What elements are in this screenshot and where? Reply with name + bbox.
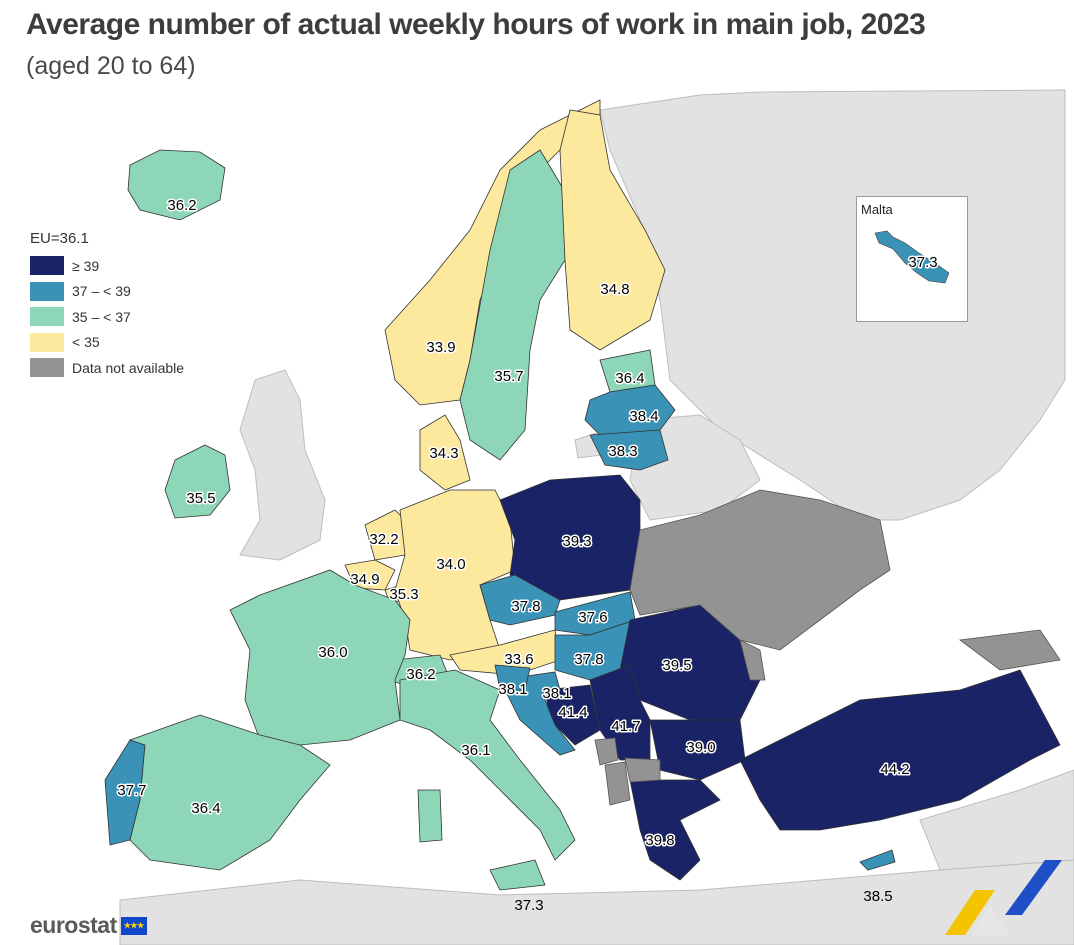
label-netherlands: 32.2: [369, 531, 398, 548]
label-cyprus: 38.5: [863, 888, 892, 905]
croatia-shape: [499, 671, 576, 756]
legend-swatch: [30, 256, 64, 276]
label-romania: 39.5: [662, 657, 691, 674]
label-serbia: 41.7: [611, 718, 640, 735]
legend-swatch: [30, 358, 64, 378]
legend-item: ≥ 39: [30, 253, 184, 279]
label-greece: 39.8: [645, 832, 674, 849]
malta-inset-title: Malta: [861, 202, 893, 217]
label-malta: 37.3: [908, 254, 937, 271]
greece-shape: [629, 779, 721, 881]
map-title: Average number of actual weekly hours of…: [26, 8, 926, 41]
italy-shape: [399, 669, 576, 861]
no-data-shapes: [594, 489, 1061, 806]
label-poland: 39.3: [562, 533, 591, 550]
map-subtitle: (aged 20 to 64): [26, 52, 196, 80]
eurostat-corner-mark: [945, 860, 1062, 935]
turkiye-shape: [739, 669, 1061, 831]
label-switzerland: 36.2: [406, 666, 435, 683]
label-sicily: 37.3: [514, 897, 543, 914]
cyprus-shape: [859, 849, 896, 871]
label-bulgaria: 39.0: [686, 739, 715, 756]
label-slovenia: 38.1: [498, 681, 527, 698]
ukraine-shape: [629, 489, 891, 651]
north-africa: [119, 859, 1074, 945]
map-legend: EU=36.1 ≥ 39 37 – < 39 35 – < 37 < 35 Da…: [30, 230, 184, 381]
legend-item: 35 – < 37: [30, 304, 184, 330]
ireland-shape: [164, 444, 231, 519]
legend-label: 37 – < 39: [72, 283, 131, 300]
label-norway: 33.9: [426, 339, 455, 356]
sardinia-shape: [417, 789, 443, 843]
legend-swatch: [30, 332, 64, 352]
legend-label: 35 – < 37: [72, 308, 131, 325]
slovenia-shape: [494, 664, 531, 691]
legend-item: < 35: [30, 330, 184, 356]
label-lithuania: 38.3: [608, 443, 637, 460]
legend-label: Data not available: [72, 359, 185, 376]
label-france: 36.0: [318, 644, 347, 661]
label-finland: 34.8: [600, 281, 629, 298]
eu-flag-icon: ★★★: [120, 916, 147, 935]
sweden-shape: [459, 149, 571, 461]
lithuania-shape: [589, 429, 669, 471]
eurostat-wordmark: eurostat: [30, 912, 117, 938]
great-britain: [239, 369, 326, 561]
label-hungary: 37.8: [574, 651, 603, 668]
label-turkiye: 44.2: [880, 761, 909, 778]
spain-shape: [128, 714, 331, 871]
label-sweden: 35.7: [494, 368, 523, 385]
label-estonia: 36.4: [615, 370, 644, 387]
label-bosnia: 41.4: [558, 704, 587, 721]
malta-shape: [874, 230, 950, 284]
legend-label: < 35: [72, 334, 100, 351]
serbia-shape: [589, 664, 651, 761]
label-czechia: 37.8: [511, 598, 540, 615]
label-spain: 36.4: [191, 800, 220, 817]
label-luxembourg: 35.3: [389, 586, 418, 603]
moldova-shape: [739, 639, 766, 681]
latvia-shape: [584, 384, 676, 436]
montenegro-shape: [594, 737, 619, 766]
label-belgium: 34.9: [350, 571, 379, 588]
label-slovakia: 37.6: [578, 609, 607, 626]
legend-title: EU=36.1: [30, 230, 89, 247]
germany-shape: [394, 489, 516, 661]
malta-inset: Malta 37.3: [856, 196, 968, 322]
label-latvia: 38.4: [629, 408, 658, 425]
sicily-shape: [489, 859, 546, 891]
legend-swatch: [30, 307, 64, 327]
malta-inset-map: 37.3: [874, 230, 950, 284]
north-macedonia-shape: [624, 757, 661, 783]
label-ireland: 35.5: [186, 490, 215, 507]
label-italy: 36.1: [461, 742, 490, 759]
label-iceland: 36.2: [167, 197, 196, 214]
denmark-shape: [419, 414, 471, 491]
albania-shape: [604, 761, 631, 806]
eurostat-logo: eurostat ★★★: [30, 912, 147, 939]
legend-item: 37 – < 39: [30, 279, 184, 305]
country-shapes: [104, 99, 1061, 891]
label-germany: 34.0: [436, 556, 465, 573]
legend-label: ≥ 39: [72, 257, 100, 274]
value-labels: 36.2 35.5 33.9 35.7 34.8 36.4 38.4 38.3 …: [116, 196, 911, 915]
legend-item: Data not available: [30, 355, 184, 381]
label-austria: 33.6: [504, 651, 533, 668]
label-portugal: 37.7: [117, 782, 146, 799]
georgia-shape: [958, 629, 1061, 671]
middle-east: [919, 769, 1074, 871]
iceland-shape: [127, 149, 226, 221]
legend-swatch: [30, 281, 64, 301]
finland-shape: [559, 109, 666, 351]
label-croatia: 38.1: [542, 685, 571, 702]
label-denmark: 34.3: [429, 445, 458, 462]
